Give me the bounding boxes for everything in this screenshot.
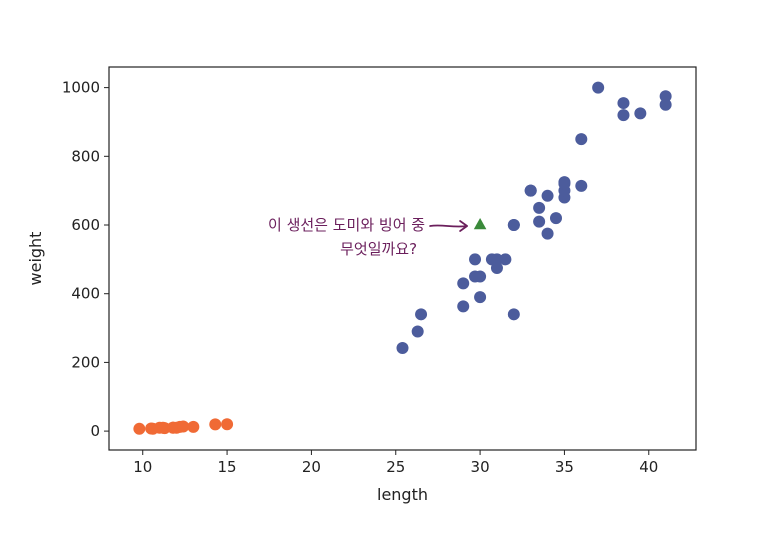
- scatter-point: [133, 422, 146, 435]
- x-tick-label: 40: [639, 458, 658, 476]
- scatter-point: [558, 177, 571, 190]
- y-tick-label: 0: [90, 422, 100, 440]
- scatter-point: [659, 90, 672, 103]
- scatter-point: [533, 215, 546, 228]
- y-tick-label: 600: [71, 216, 100, 234]
- scatter-point: [617, 97, 630, 110]
- scatter-point: [499, 253, 512, 266]
- scatter-point: [221, 418, 234, 431]
- x-axis-title: length: [377, 485, 428, 504]
- scatter-point: [396, 341, 409, 354]
- annotation: 이 생선은 도미와 빙어 중 무엇일까요?: [268, 216, 468, 258]
- scatter-point: [187, 420, 200, 433]
- y-tick-label: 800: [71, 147, 100, 165]
- scatter-point: [659, 98, 672, 111]
- scatter-point: [575, 179, 588, 192]
- scatter-point: [634, 107, 647, 120]
- plot-frame: [108, 66, 697, 451]
- y-tick-label: 400: [71, 285, 100, 303]
- y-tick-label: 200: [71, 353, 100, 371]
- scatter-point: [524, 184, 537, 197]
- marks-layer: [133, 81, 672, 435]
- scatter-point: [490, 261, 503, 274]
- x-tick-label: 35: [555, 458, 574, 476]
- x-tick-label: 10: [133, 458, 152, 476]
- scatter-point: [469, 253, 482, 266]
- scatter-point: [457, 277, 470, 290]
- scatter-point: [541, 189, 554, 202]
- scatter-point: [507, 308, 520, 321]
- scatter-point: [474, 270, 487, 283]
- x-tick-label: 15: [218, 458, 237, 476]
- scatter-point: [507, 219, 520, 232]
- y-tick-label: 1000: [62, 79, 100, 97]
- annotation-line-2: 무엇일까요?: [340, 240, 417, 258]
- scatter-point: [209, 418, 222, 431]
- scatter-point: [490, 253, 503, 266]
- x-tick-label: 20: [302, 458, 321, 476]
- x-tick-label: 30: [471, 458, 490, 476]
- scatter-point: [592, 81, 605, 94]
- scatter-point: [575, 133, 588, 146]
- scatter-point: [541, 227, 554, 240]
- annotation-line-1: 이 생선은 도미와 빙어 중: [268, 216, 425, 234]
- triangle-point: [473, 218, 487, 230]
- scatter-point: [457, 300, 470, 313]
- x-tick-label: 25: [386, 458, 405, 476]
- scatter-point: [474, 291, 487, 304]
- scatter-point: [158, 422, 171, 435]
- scatter-point: [415, 308, 428, 321]
- scatter-point: [177, 420, 190, 433]
- annotation-arrow: [429, 220, 468, 232]
- scatter-point: [549, 212, 562, 225]
- scatter-point: [411, 325, 424, 338]
- y-axis-title: weight: [26, 232, 45, 286]
- scatter-point: [533, 201, 546, 214]
- scatter-point: [617, 109, 630, 122]
